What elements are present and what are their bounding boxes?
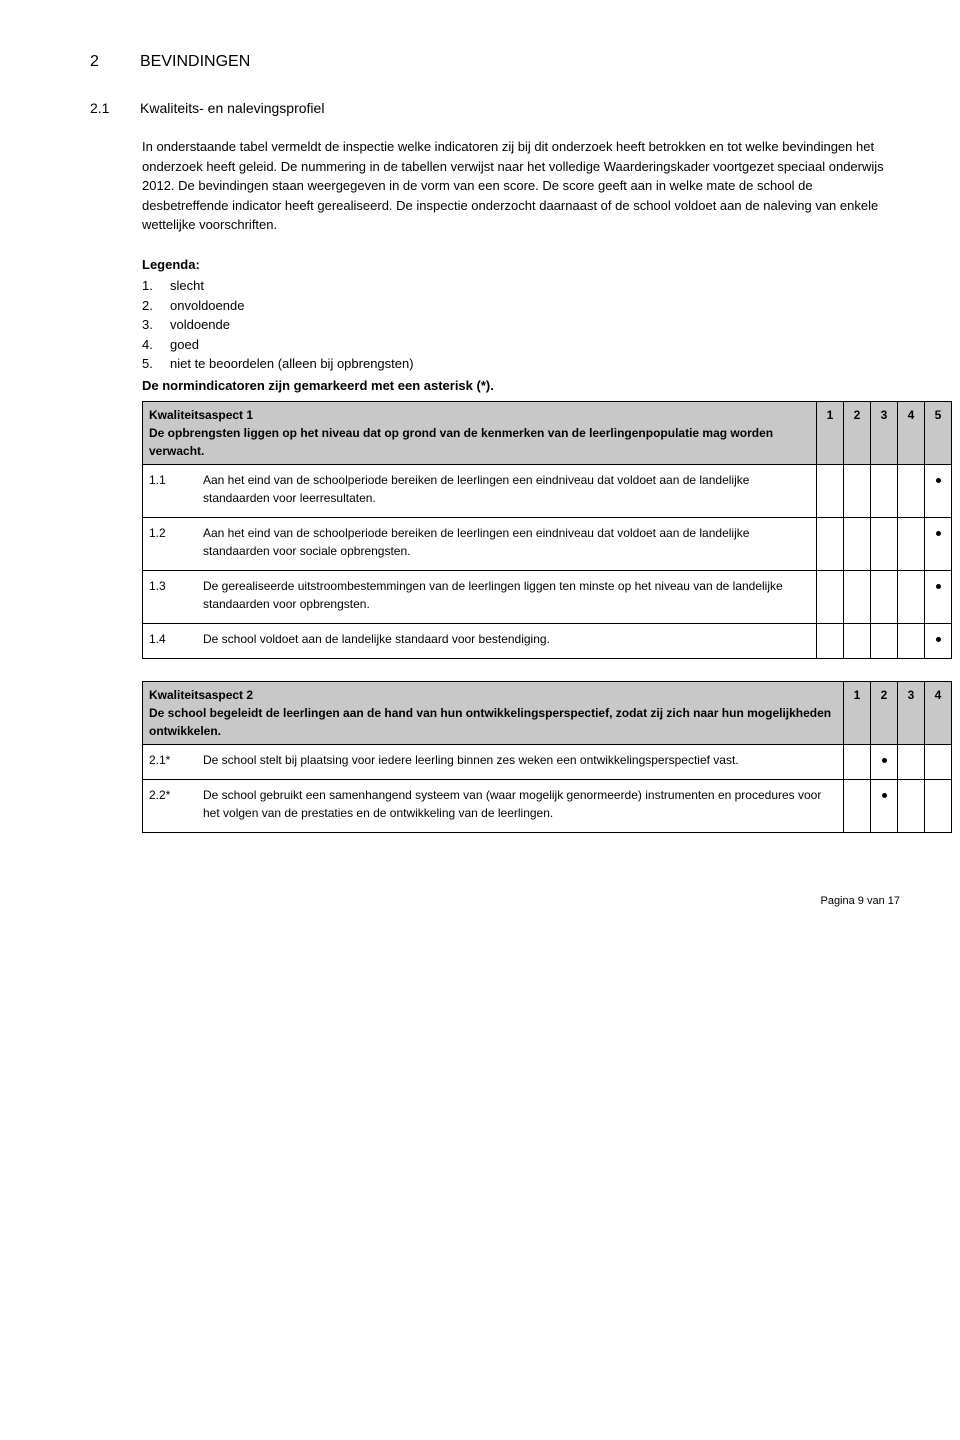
table-row: 2.1*De school stelt bij plaatsing voor i… xyxy=(143,745,952,780)
col-header: 2 xyxy=(871,682,898,745)
row-index: 2.2* xyxy=(143,780,198,833)
score-cell xyxy=(844,745,871,780)
legend-item: 5.niet te beoordelen (alleen bij opbreng… xyxy=(142,354,900,374)
row-text: De school gebruikt een samenhangend syst… xyxy=(197,780,844,833)
table-header-row: Kwaliteitsaspect 2 De school begeleidt d… xyxy=(143,682,952,745)
score-cell xyxy=(844,571,871,624)
legend-title: Legenda: xyxy=(142,255,900,275)
intro-text: In onderstaande tabel vermeldt de inspec… xyxy=(142,137,900,235)
row-text: De gerealiseerde uitstroombestemmingen v… xyxy=(197,571,817,624)
col-header: 3 xyxy=(871,402,898,465)
legend-label: slecht xyxy=(170,278,204,293)
score-cell xyxy=(925,624,952,659)
aspect2-header: Kwaliteitsaspect 2 De school begeleidt d… xyxy=(143,682,844,745)
col-header: 3 xyxy=(898,682,925,745)
col-header: 2 xyxy=(844,402,871,465)
legend-num: 1. xyxy=(142,276,170,296)
dot-icon xyxy=(882,758,887,763)
score-cell xyxy=(817,518,844,571)
score-cell xyxy=(817,465,844,518)
row-index: 1.2 xyxy=(143,518,198,571)
table-row: 1.1Aan het eind van de schoolperiode ber… xyxy=(143,465,952,518)
page-footer: Pagina 9 van 17 xyxy=(142,893,900,910)
score-cell xyxy=(898,780,925,833)
legend-item: 3.voldoende xyxy=(142,315,900,335)
score-cell xyxy=(817,571,844,624)
score-cell xyxy=(925,780,952,833)
legend-item: 1.slecht xyxy=(142,276,900,296)
intro-paragraph: In onderstaande tabel vermeldt de inspec… xyxy=(142,137,900,235)
row-text: De school stelt bij plaatsing voor ieder… xyxy=(197,745,844,780)
dot-icon xyxy=(936,478,941,483)
col-header: 5 xyxy=(925,402,952,465)
col-header: 1 xyxy=(844,682,871,745)
norm-indicator-note: De normindicatoren zijn gemarkeerd met e… xyxy=(142,376,900,396)
row-index: 2.1* xyxy=(143,745,198,780)
legend-block: Legenda: 1.slecht 2.onvoldoende 3.voldoe… xyxy=(142,255,900,374)
score-cell xyxy=(871,465,898,518)
table-row: 1.3De gerealiseerde uitstroombestemminge… xyxy=(143,571,952,624)
legend-num: 2. xyxy=(142,296,170,316)
legend-label: voldoende xyxy=(170,317,230,332)
table-row: 1.2Aan het eind van de schoolperiode ber… xyxy=(143,518,952,571)
chapter-heading: 2BEVINDINGEN xyxy=(90,50,900,74)
score-cell xyxy=(898,465,925,518)
aspect1-header: Kwaliteitsaspect 1 De opbrengsten liggen… xyxy=(143,402,817,465)
legend-label: niet te beoordelen (alleen bij opbrengst… xyxy=(170,356,414,371)
score-cell xyxy=(817,624,844,659)
row-index: 1.1 xyxy=(143,465,198,518)
aspect1-table: Kwaliteitsaspect 1 De opbrengsten liggen… xyxy=(142,401,952,659)
score-cell xyxy=(844,780,871,833)
score-cell xyxy=(844,624,871,659)
score-cell xyxy=(871,745,898,780)
dot-icon xyxy=(936,531,941,536)
score-cell xyxy=(871,780,898,833)
legend-label: onvoldoende xyxy=(170,298,244,313)
score-cell xyxy=(871,571,898,624)
score-cell xyxy=(925,571,952,624)
score-cell xyxy=(871,624,898,659)
score-cell xyxy=(898,624,925,659)
chapter-title: BEVINDINGEN xyxy=(140,53,250,70)
legend-num: 4. xyxy=(142,335,170,355)
row-text: De school voldoet aan de landelijke stan… xyxy=(197,624,817,659)
col-header: 1 xyxy=(817,402,844,465)
table-row: 2.2*De school gebruikt een samenhangend … xyxy=(143,780,952,833)
legend-num: 3. xyxy=(142,315,170,335)
row-index: 1.4 xyxy=(143,624,198,659)
score-cell xyxy=(925,465,952,518)
row-text: Aan het eind van de schoolperiode bereik… xyxy=(197,518,817,571)
section-heading: 2.1Kwaliteits- en nalevingsprofiel xyxy=(90,98,900,119)
row-text: Aan het eind van de schoolperiode bereik… xyxy=(197,465,817,518)
chapter-number: 2 xyxy=(90,50,140,74)
score-cell xyxy=(925,518,952,571)
score-cell xyxy=(871,518,898,571)
legend-num: 5. xyxy=(142,354,170,374)
legend-item: 4.goed xyxy=(142,335,900,355)
row-index: 1.3 xyxy=(143,571,198,624)
score-cell xyxy=(844,518,871,571)
score-cell xyxy=(898,571,925,624)
col-header: 4 xyxy=(898,402,925,465)
dot-icon xyxy=(936,637,941,642)
table-header-row: Kwaliteitsaspect 1 De opbrengsten liggen… xyxy=(143,402,952,465)
legend-item: 2.onvoldoende xyxy=(142,296,900,316)
score-cell xyxy=(898,745,925,780)
legend-label: goed xyxy=(170,337,199,352)
score-cell xyxy=(925,745,952,780)
aspect2-table: Kwaliteitsaspect 2 De school begeleidt d… xyxy=(142,681,952,833)
score-cell xyxy=(898,518,925,571)
dot-icon xyxy=(936,584,941,589)
dot-icon xyxy=(882,793,887,798)
score-cell xyxy=(844,465,871,518)
section-title: Kwaliteits- en nalevingsprofiel xyxy=(140,100,324,116)
col-header: 4 xyxy=(925,682,952,745)
section-number: 2.1 xyxy=(90,98,140,119)
table-row: 1.4De school voldoet aan de landelijke s… xyxy=(143,624,952,659)
